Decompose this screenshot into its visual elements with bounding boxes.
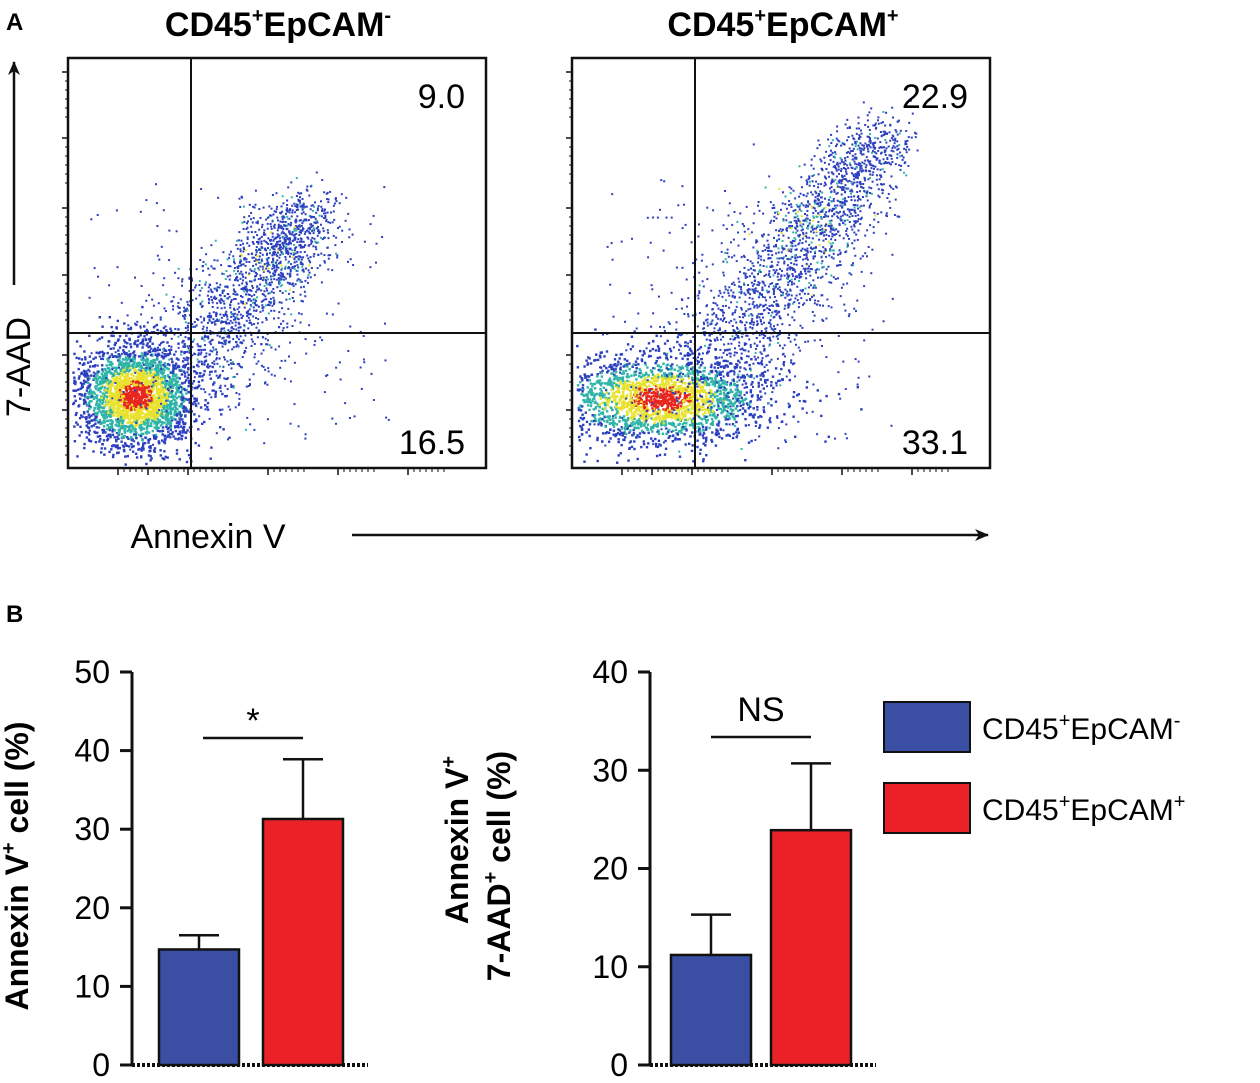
flow-plot-2: 22.9 33.1 — [566, 56, 992, 475]
legend-swatch-blue — [883, 701, 971, 753]
flow-plot-1-upper-right-value: 9.0 — [418, 78, 465, 116]
bar-chart-2-tick-label-30: 30 — [592, 752, 628, 788]
bar-chart-2-bar-2 — [769, 828, 853, 1067]
bar-chart-2-significance-label: NS — [737, 691, 784, 729]
flow-plot-1-lower-right-value: 16.5 — [399, 424, 465, 462]
flow-plot-2-events — [576, 99, 919, 464]
bar-chart-1-bar-2 — [261, 817, 345, 1067]
bar-chart-2-tick-label-0: 0 — [610, 1047, 628, 1083]
flow-plot-1-events — [72, 171, 390, 466]
bar-chart-2: Annexin V+ 7-AAD+ cell (%) 0 10 20 30 40 NS — [438, 654, 876, 1083]
bar-chart-1-tick-label-20: 20 — [74, 890, 110, 926]
bar-chart-1-plot: 0 10 20 30 40 50 * — [74, 654, 368, 1083]
flow-plot-1-frame — [66, 56, 488, 470]
bar-chart-1-significance-label: * — [246, 702, 259, 740]
bar-chart-2-tick-label-20: 20 — [592, 851, 628, 887]
legend: CD45+EpCAM- CD45+EpCAM+ — [883, 701, 1185, 834]
bar-chart-2-plot: 0 10 20 30 40 NS — [592, 654, 876, 1083]
flow-y-axis-label: 7-AAD — [0, 317, 38, 417]
bar-chart-1: Annexin V+ cell (%) 0 10 20 30 40 50 * — [0, 654, 368, 1083]
panel-b-letter: B — [6, 601, 23, 628]
panel-a-letter: A — [6, 9, 23, 36]
bar-chart-2-bar-1 — [669, 953, 753, 1067]
flow-plot-1-title: CD45+EpCAM- — [165, 5, 391, 44]
flow-plot-2-title: CD45+EpCAM+ — [667, 5, 898, 44]
flow-plot-1-ticks — [62, 71, 445, 475]
bar-chart-1-tick-label-50: 50 — [74, 654, 110, 690]
flow-x-axis-label: Annexin V — [131, 518, 286, 556]
bar-chart-1-tick-label-40: 40 — [74, 733, 110, 769]
legend-swatch-red — [883, 782, 971, 834]
bar-chart-1-y-label: Annexin V+ cell (%) — [0, 721, 35, 1010]
bar-chart-1-bar-1 — [157, 948, 241, 1067]
flow-plot-2-ticks — [566, 71, 949, 475]
bar-chart-2-y-label-line-1: Annexin V+ — [438, 756, 475, 924]
bar-chart-2-tick-label-10: 10 — [592, 949, 628, 985]
legend-label-2: CD45+EpCAM+ — [982, 791, 1185, 827]
flow-plot-2-lower-right-value: 33.1 — [902, 424, 968, 462]
flow-plot-2-upper-right-value: 22.9 — [902, 78, 968, 116]
bar-chart-1-tick-label-10: 10 — [74, 968, 110, 1004]
legend-label-1: CD45+EpCAM- — [982, 710, 1180, 746]
flow-plot-1: 9.0 16.5 — [62, 56, 488, 475]
flow-plot-2-frame — [570, 56, 992, 470]
bar-chart-2-tick-label-40: 40 — [592, 654, 628, 690]
bar-chart-2-y-label-line-2: 7-AAD+ cell (%) — [480, 751, 517, 981]
bar-chart-1-tick-label-0: 0 — [92, 1047, 110, 1083]
bar-chart-1-tick-label-30: 30 — [74, 811, 110, 847]
